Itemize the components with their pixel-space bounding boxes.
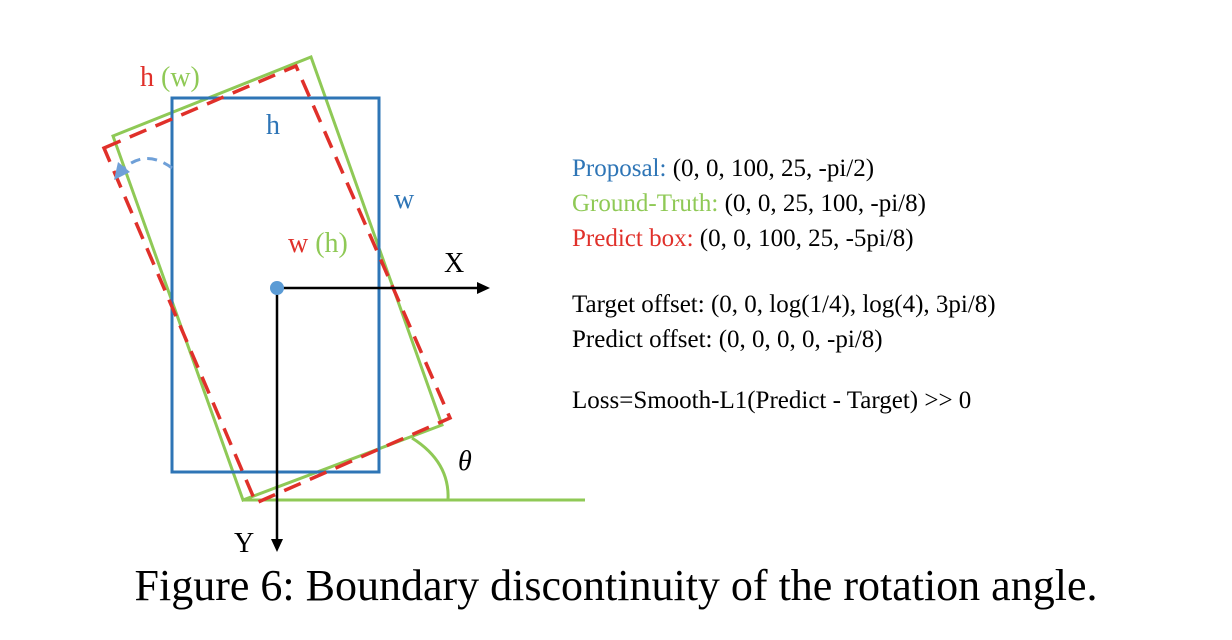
y-axis-label: Y <box>234 528 254 559</box>
blue-w-label: w <box>394 184 415 215</box>
rotation-arrow <box>120 157 173 172</box>
predict-box-key: Predict box: <box>572 225 694 252</box>
top-h-label: h <box>140 62 154 93</box>
proposal-line: Proposal: (0, 0, 100, 25, -pi/2) <box>572 156 874 181</box>
figure-caption: Figure 6: Boundary discontinuity of the … <box>134 561 1098 610</box>
rotation-diagram: h (w) h w w (h) X Y θ <box>101 55 585 559</box>
predict-box-value: (0, 0, 100, 25, -5pi/8) <box>699 225 914 252</box>
x-axis-arrowhead-icon <box>477 282 490 294</box>
proposal-box <box>170 96 381 474</box>
proposal-key: Proposal: <box>572 155 667 182</box>
theta-label: θ <box>458 446 472 477</box>
ground-truth-value: (0, 0, 25, 100, -pi/8) <box>724 190 926 217</box>
ground-truth-line: Ground-Truth: (0, 0, 25, 100, -pi/8) <box>572 191 926 216</box>
y-axis-arrowhead-icon <box>271 539 283 552</box>
top-w-paren-label: (w) <box>161 62 200 93</box>
predict-box-line: Predict box: (0, 0, 100, 25, -5pi/8) <box>572 226 914 251</box>
top-label: h (w) <box>140 62 200 93</box>
blue-h-label: h <box>266 110 280 141</box>
proposal-value: (0, 0, 100, 25, -pi/2) <box>672 155 875 182</box>
x-axis-label: X <box>444 248 464 279</box>
origin-point <box>270 281 284 295</box>
target-offset-line: Target offset: (0, 0, log(1/4), log(4), … <box>572 291 996 318</box>
ground-truth-box <box>111 55 444 502</box>
ground-truth-key: Ground-Truth: <box>572 190 719 217</box>
predict-box <box>101 63 453 506</box>
theta-arc <box>411 436 450 501</box>
side-w-label: w <box>288 228 309 259</box>
side-label: w (h) <box>288 228 348 259</box>
rotation-arrowhead-icon <box>114 162 130 180</box>
loss-line: Loss=Smooth-L1(Predict - Target) >> 0 <box>572 387 972 414</box>
predict-offset-line: Predict offset: (0, 0, 0, 0, -pi/8) <box>572 326 883 353</box>
side-h-paren-label: (h) <box>315 228 348 259</box>
